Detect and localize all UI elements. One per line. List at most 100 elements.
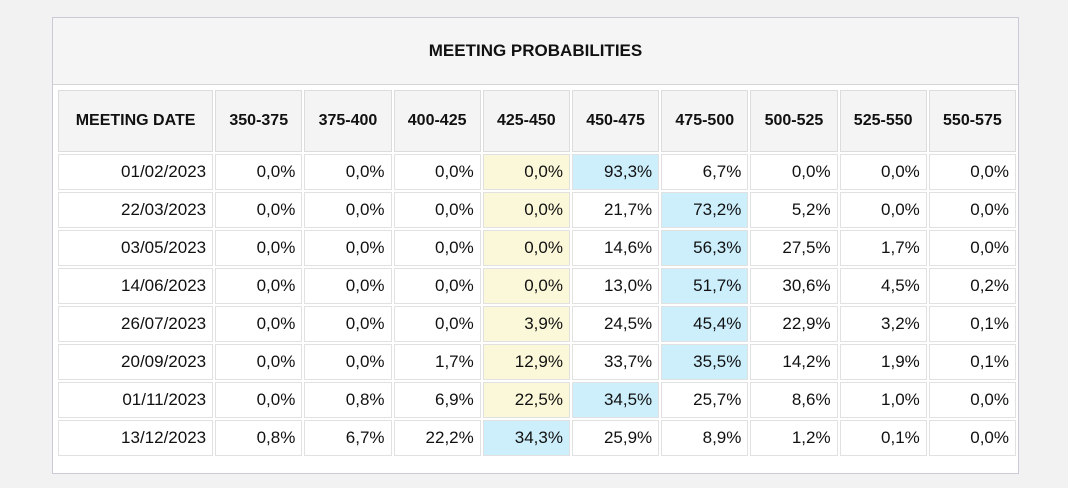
probability-cell: 0,0%: [928, 230, 1016, 266]
probability-cell: 22,2%: [393, 420, 481, 456]
probability-cell: 0,0%: [304, 192, 392, 228]
table-body: 01/02/2023 0,0% 0,0% 0,0% 0,0% 93,3% 6,7% 0,0% 0…: [58, 154, 1016, 456]
meeting-date-cell: 03/05/2023: [58, 230, 214, 266]
probability-cell: 0,0%: [482, 192, 570, 228]
probability-cell: 1,0%: [839, 382, 927, 418]
probability-cell: 30,6%: [750, 268, 838, 304]
column-header-range-475-500: 475-500: [661, 90, 749, 152]
probability-cell: 33,7%: [571, 344, 660, 380]
column-header-range-400-425: 400-425: [393, 90, 481, 152]
probability-cell: 8,9%: [661, 420, 749, 456]
probability-cell: 56,3%: [661, 230, 749, 266]
table-row: 13/12/2023 0,8% 6,7% 22,2% 34,3% 25,9% 8,9% 1,2…: [58, 420, 1016, 456]
probability-cell: 0,0%: [215, 268, 303, 304]
probability-cell: 35,5%: [661, 344, 749, 380]
probability-cell: 73,2%: [661, 192, 749, 228]
probability-cell: 0,0%: [482, 154, 570, 190]
probability-cell: 6,7%: [304, 420, 392, 456]
probability-cell: 0,0%: [304, 344, 392, 380]
meeting-date-cell: 26/07/2023: [58, 306, 214, 342]
meeting-date-cell: 01/11/2023: [58, 382, 214, 418]
probability-cell: 0,0%: [928, 382, 1016, 418]
probability-cell: 51,7%: [661, 268, 749, 304]
probability-cell: 93,3%: [571, 154, 660, 190]
probability-cell: 0,8%: [304, 382, 392, 418]
probability-cell: 6,7%: [661, 154, 749, 190]
column-header-range-500-525: 500-525: [750, 90, 838, 152]
column-header-range-425-450: 425-450: [482, 90, 570, 152]
probability-cell: 0,0%: [215, 192, 303, 228]
probability-cell: 0,0%: [928, 420, 1016, 456]
table-row: 20/09/2023 0,0% 0,0% 1,7% 12,9% 33,7% 35,5% 14,…: [58, 344, 1016, 380]
probability-cell: 0,0%: [304, 230, 392, 266]
probability-cell: 3,9%: [482, 306, 570, 342]
header-row: MEETING DATE 350-375 375-400 400-425 425-450…: [58, 90, 1016, 152]
column-header-range-375-400: 375-400: [304, 90, 392, 152]
meeting-date-cell: 13/12/2023: [58, 420, 214, 456]
probability-cell: 14,6%: [571, 230, 660, 266]
meeting-date-cell: 14/06/2023: [58, 268, 214, 304]
column-header-range-450-475: 450-475: [571, 90, 660, 152]
probability-cell: 0,0%: [304, 268, 392, 304]
table-row: 22/03/2023 0,0% 0,0% 0,0% 0,0% 21,7% 73,2% 5,2%…: [58, 192, 1016, 228]
probability-cell: 1,9%: [839, 344, 927, 380]
probability-cell: 34,3%: [482, 420, 570, 456]
probability-cell: 0,0%: [215, 230, 303, 266]
probability-cell: 0,0%: [482, 268, 570, 304]
meeting-date-cell: 22/03/2023: [58, 192, 214, 228]
column-header-range-350-375: 350-375: [215, 90, 303, 152]
probability-cell: 1,7%: [393, 344, 481, 380]
probability-cell: 13,0%: [571, 268, 660, 304]
probability-cell: 21,7%: [571, 192, 660, 228]
probability-cell: 0,0%: [215, 382, 303, 418]
meeting-date-cell: 20/09/2023: [58, 344, 214, 380]
probability-cell: 0,0%: [393, 268, 481, 304]
probability-table-panel: MEETING PROBABILITIES MEETING DATE 350-37…: [52, 17, 1019, 474]
probability-cell: 0,8%: [215, 420, 303, 456]
probability-cell: 22,9%: [750, 306, 838, 342]
probability-cell: 25,7%: [661, 382, 749, 418]
probability-cell: 0,0%: [393, 306, 481, 342]
column-header-range-525-550: 525-550: [839, 90, 927, 152]
probability-cell: 0,0%: [750, 154, 838, 190]
probability-cell: 0,1%: [839, 420, 927, 456]
probability-cell: 27,5%: [750, 230, 838, 266]
probability-cell: 0,0%: [839, 192, 927, 228]
probability-cell: 0,0%: [215, 344, 303, 380]
probability-cell: 0,0%: [928, 192, 1016, 228]
probability-cell: 4,5%: [839, 268, 927, 304]
probability-cell: 14,2%: [750, 344, 838, 380]
table-row: 26/07/2023 0,0% 0,0% 0,0% 3,9% 24,5% 45,4% 22,9…: [58, 306, 1016, 342]
probability-cell: 0,0%: [215, 306, 303, 342]
probability-cell: 25,9%: [571, 420, 660, 456]
probability-cell: 0,0%: [482, 230, 570, 266]
probability-cell: 0,0%: [304, 154, 392, 190]
probability-cell: 45,4%: [661, 306, 749, 342]
column-header-range-550-575: 550-575: [928, 90, 1016, 152]
probability-cell: 0,0%: [393, 154, 481, 190]
probability-cell: 3,2%: [839, 306, 927, 342]
column-header-meeting-date: MEETING DATE: [58, 90, 214, 152]
probability-cell: 0,1%: [928, 306, 1016, 342]
probability-cell: 1,7%: [839, 230, 927, 266]
probability-cell: 8,6%: [750, 382, 838, 418]
probability-cell: 0,0%: [393, 230, 481, 266]
probability-cell: 0,0%: [304, 306, 392, 342]
probability-cell: 34,5%: [571, 382, 660, 418]
probability-cell: 24,5%: [571, 306, 660, 342]
probability-cell: 0,2%: [928, 268, 1016, 304]
table-row: 01/11/2023 0,0% 0,8% 6,9% 22,5% 34,5% 25,7% 8,6…: [58, 382, 1016, 418]
probability-cell: 0,0%: [215, 154, 303, 190]
probability-cell: 0,1%: [928, 344, 1016, 380]
probability-cell: 6,9%: [393, 382, 481, 418]
probability-cell: 5,2%: [750, 192, 838, 228]
table-title: MEETING PROBABILITIES: [53, 18, 1018, 85]
probability-cell: 12,9%: [482, 344, 570, 380]
table-row: 03/05/2023 0,0% 0,0% 0,0% 0,0% 14,6% 56,3% 27,5…: [58, 230, 1016, 266]
probability-cell: 0,0%: [928, 154, 1016, 190]
probability-cell: 0,0%: [393, 192, 481, 228]
probability-table: MEETING DATE 350-375 375-400 400-425 425-450…: [56, 88, 1018, 458]
probability-cell: 22,5%: [482, 382, 570, 418]
probability-cell: 0,0%: [839, 154, 927, 190]
table-row: 14/06/2023 0,0% 0,0% 0,0% 0,0% 13,0% 51,7% 30,6…: [58, 268, 1016, 304]
